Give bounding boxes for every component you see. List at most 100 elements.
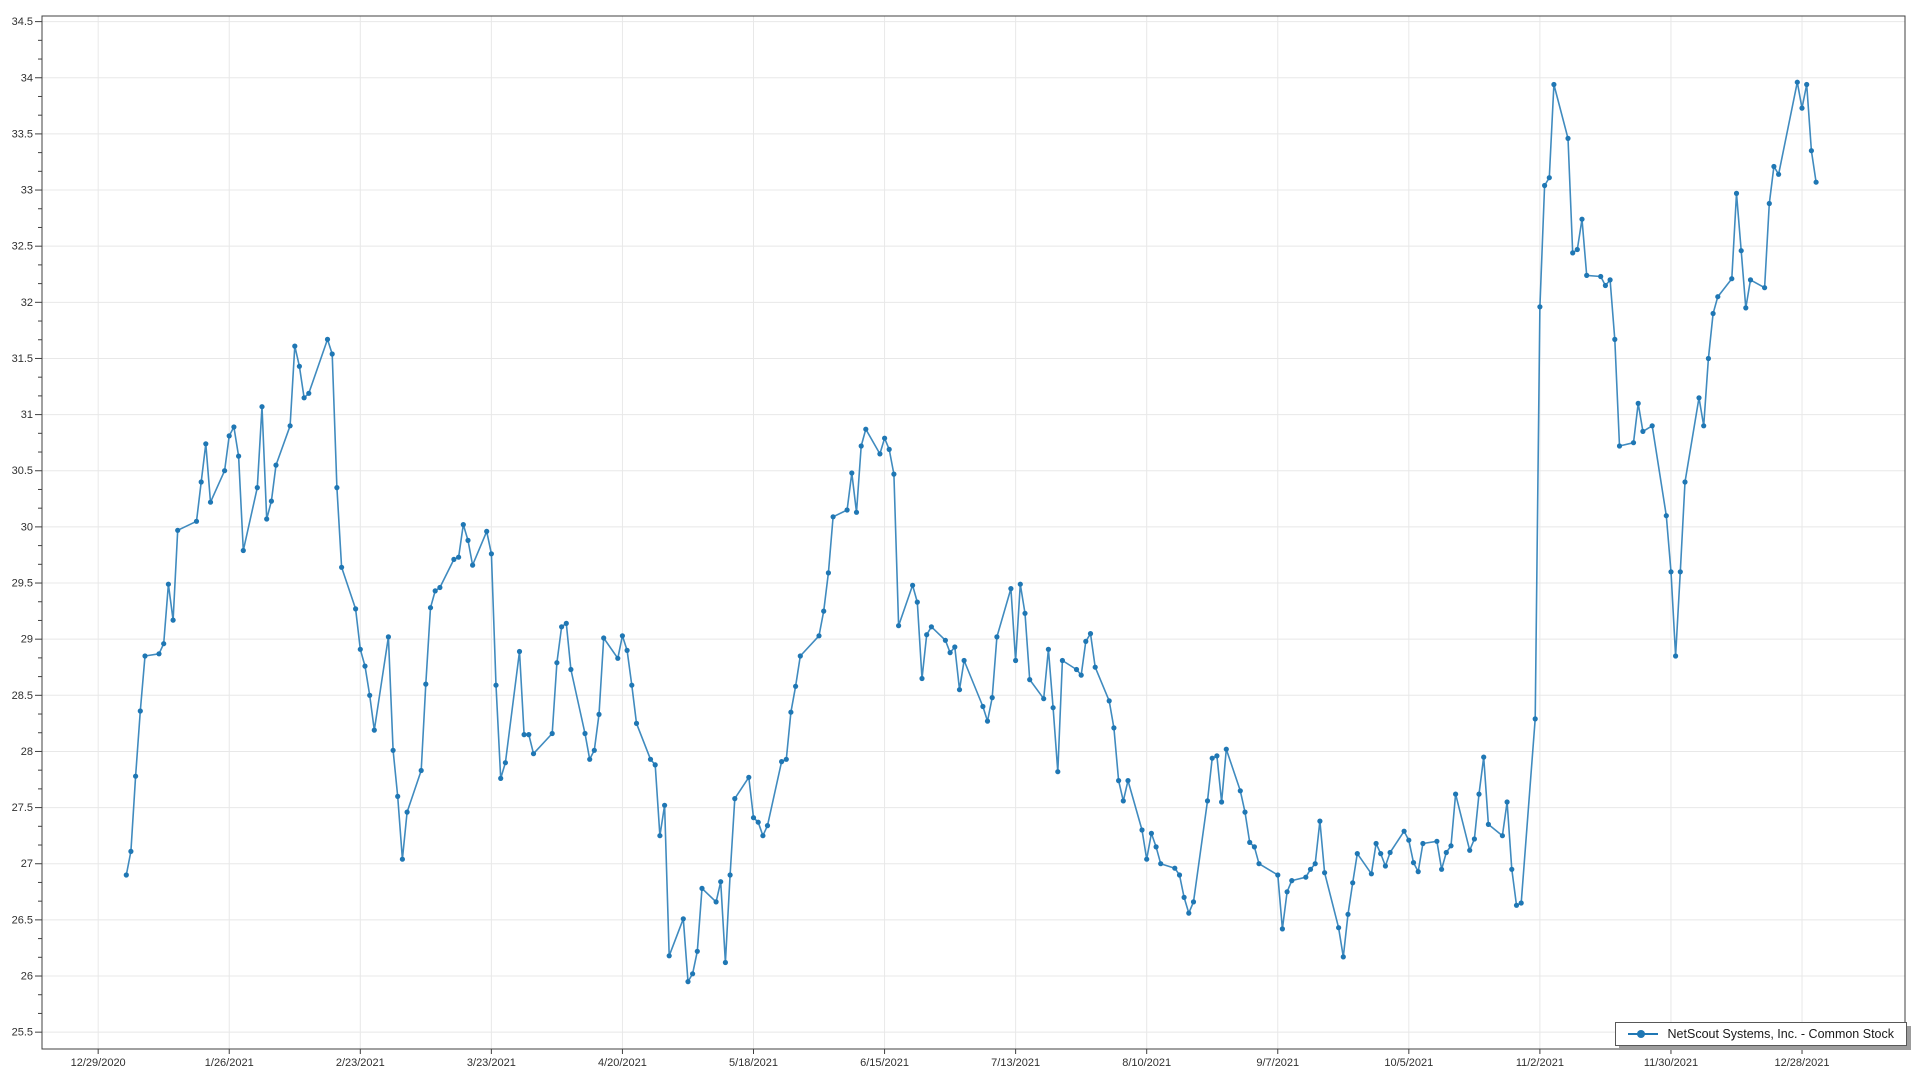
y-tick-label: 29.5 bbox=[12, 578, 33, 590]
data-point-marker bbox=[329, 351, 335, 357]
data-point-marker bbox=[488, 551, 494, 557]
data-point-marker bbox=[1420, 840, 1426, 847]
data-point-marker bbox=[1139, 827, 1145, 833]
data-point-marker bbox=[240, 547, 246, 554]
data-point-marker bbox=[1256, 861, 1262, 867]
data-point-marker bbox=[254, 485, 260, 491]
data-point-marker bbox=[662, 802, 668, 808]
data-point-marker bbox=[1092, 664, 1098, 670]
data-point-marker bbox=[989, 695, 995, 701]
data-point-marker bbox=[1013, 657, 1019, 664]
data-point-marker bbox=[1485, 821, 1491, 828]
data-point-marker bbox=[1111, 725, 1117, 731]
data-point-marker bbox=[619, 633, 626, 639]
y-tick-label: 27 bbox=[21, 858, 33, 870]
data-point-marker bbox=[1406, 837, 1412, 843]
data-point-marker bbox=[797, 653, 803, 659]
data-point-marker bbox=[432, 588, 438, 594]
data-point-marker bbox=[1172, 865, 1178, 871]
data-point-marker bbox=[1509, 866, 1515, 872]
data-point-marker bbox=[914, 599, 920, 605]
data-point-marker bbox=[1322, 870, 1328, 876]
data-point-marker bbox=[456, 554, 462, 560]
data-point-marker bbox=[942, 637, 949, 643]
data-point-marker bbox=[1602, 282, 1608, 289]
y-tick-label: 28 bbox=[21, 746, 33, 758]
data-point-marker bbox=[1439, 866, 1445, 872]
data-point-marker bbox=[559, 624, 565, 630]
data-point-marker bbox=[123, 872, 129, 878]
data-point-marker bbox=[554, 660, 560, 666]
data-point-marker bbox=[367, 692, 373, 698]
data-point-marker bbox=[521, 732, 527, 738]
data-point-marker bbox=[760, 833, 766, 839]
data-point-marker bbox=[816, 633, 822, 639]
data-point-marker bbox=[1443, 849, 1449, 856]
data-point-marker bbox=[1682, 479, 1688, 485]
x-tick-label: 4/20/2021 bbox=[598, 1057, 647, 1069]
data-point-marker bbox=[1738, 248, 1744, 254]
data-point-marker bbox=[362, 663, 368, 669]
data-point-marker bbox=[1616, 443, 1623, 449]
data-point-marker bbox=[198, 479, 204, 485]
data-point-marker bbox=[516, 648, 523, 655]
data-point-marker bbox=[1251, 844, 1257, 850]
data-point-marker bbox=[1050, 705, 1056, 711]
data-point-marker bbox=[1350, 880, 1356, 886]
data-point-marker bbox=[1022, 610, 1028, 616]
data-point-marker bbox=[296, 363, 302, 369]
data-point-marker bbox=[1733, 190, 1740, 196]
data-point-marker bbox=[1045, 646, 1051, 652]
data-point-marker bbox=[203, 441, 209, 447]
data-point-marker bbox=[423, 681, 429, 687]
data-point-marker bbox=[1635, 400, 1641, 406]
data-point-marker bbox=[713, 899, 719, 905]
data-point-marker bbox=[1710, 310, 1716, 317]
x-tick-label: 3/23/2021 bbox=[467, 1057, 516, 1069]
data-point-marker bbox=[657, 833, 663, 839]
data-point-marker bbox=[1125, 778, 1131, 784]
data-point-marker bbox=[128, 848, 134, 855]
y-tick-label: 26 bbox=[21, 971, 33, 983]
y-tick-label: 26.5 bbox=[12, 914, 33, 926]
data-point-marker bbox=[427, 605, 434, 611]
data-point-marker bbox=[390, 747, 396, 753]
data-point-marker bbox=[591, 747, 597, 753]
x-tick-label: 11/30/2021 bbox=[1644, 1057, 1698, 1069]
data-point-marker bbox=[1275, 872, 1281, 878]
data-point-marker bbox=[133, 773, 139, 779]
data-point-marker bbox=[1410, 860, 1417, 866]
data-point-marker bbox=[1715, 294, 1721, 300]
data-point-marker bbox=[385, 634, 391, 640]
data-point-marker bbox=[1008, 586, 1014, 592]
data-point-marker bbox=[582, 730, 588, 737]
x-tick-label: 7/13/2021 bbox=[991, 1057, 1040, 1069]
data-point-marker bbox=[666, 953, 672, 959]
x-tick-label: 12/29/2020 bbox=[71, 1057, 126, 1069]
data-point-marker bbox=[633, 720, 640, 727]
data-point-marker bbox=[1237, 788, 1243, 794]
data-point-marker bbox=[750, 815, 757, 821]
data-point-marker bbox=[1476, 791, 1482, 797]
data-point-marker bbox=[788, 709, 794, 715]
data-point-marker bbox=[222, 468, 228, 474]
data-point-marker bbox=[437, 584, 443, 591]
data-point-marker bbox=[1794, 79, 1800, 85]
x-tick-label: 6/15/2021 bbox=[860, 1057, 909, 1069]
data-point-marker bbox=[647, 756, 654, 762]
x-tick-label: 10/5/2021 bbox=[1384, 1057, 1433, 1069]
data-point-marker bbox=[1579, 216, 1585, 222]
data-point-marker bbox=[1401, 828, 1407, 834]
data-point-marker bbox=[1368, 871, 1374, 877]
data-point-marker bbox=[722, 959, 729, 966]
data-point-marker bbox=[1120, 798, 1126, 804]
data-point-marker bbox=[170, 617, 176, 623]
data-point-marker bbox=[568, 666, 574, 673]
data-point-marker bbox=[287, 423, 293, 429]
data-point-marker bbox=[339, 564, 345, 570]
data-point-marker bbox=[1378, 851, 1384, 857]
data-point-marker bbox=[502, 760, 508, 766]
data-point-marker bbox=[1279, 926, 1285, 932]
data-point-marker bbox=[1776, 171, 1782, 177]
